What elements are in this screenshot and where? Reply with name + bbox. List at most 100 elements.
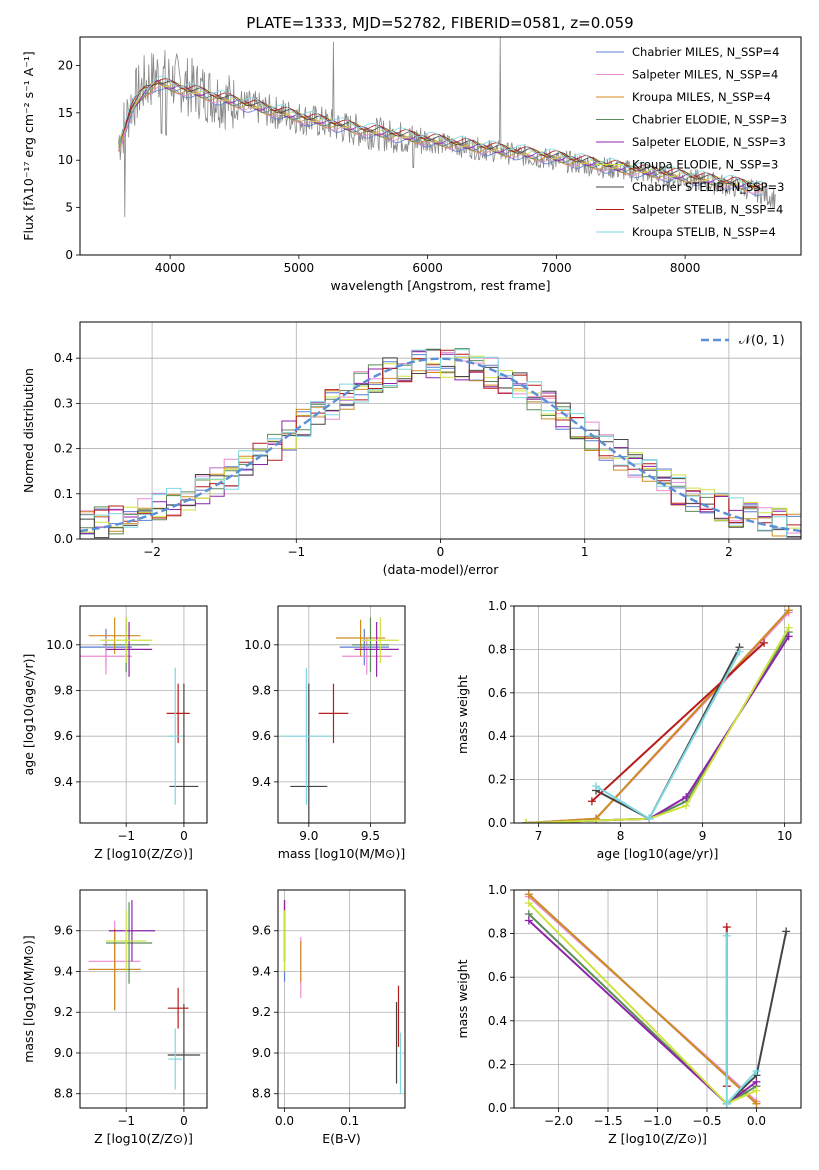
plus-marker — [592, 782, 600, 791]
x-tick-label: −1 — [117, 1114, 135, 1128]
legend-entry: 𝒩(0, 1) — [739, 332, 785, 347]
y-tick-label: 0.4 — [54, 351, 73, 365]
y-tick-label: 0.3 — [54, 396, 73, 410]
plus-marker — [722, 1099, 731, 1108]
y-tick-label: 0.2 — [488, 773, 507, 787]
x-tick-label: 2 — [725, 545, 733, 559]
legend-entry: Chabrier STELIB, N_SSP=3 — [632, 180, 784, 194]
plot-area-age-vs-mass — [278, 606, 405, 823]
x-tick-label: 0 — [180, 829, 188, 843]
x-tick-label: 9.0 — [299, 829, 318, 843]
y-axis-label: Flux [fλ10⁻¹⁷ erg cm⁻² s⁻¹ A⁻¹] — [21, 51, 36, 240]
x-tick-label: −1.0 — [643, 1114, 672, 1128]
x-axis-label: (data-model)/error — [383, 562, 500, 577]
plus-marker — [587, 797, 596, 806]
y-tick-label: 1.0 — [488, 883, 507, 897]
y-tick-label: 8.8 — [252, 1087, 271, 1101]
x-tick-label: 5000 — [284, 261, 315, 275]
plus-marker — [524, 890, 533, 899]
y-tick-label: 0.0 — [488, 1101, 507, 1115]
plot-area-mass-vs-Z — [80, 890, 207, 1108]
plot-area-massweight-vs-Z — [514, 890, 801, 1108]
y-axis-label: mass weight — [455, 675, 470, 754]
legend-entry: Chabrier ELODIE, N_SSP=3 — [632, 113, 787, 127]
x-axis-label: Z [log10(Z/Z⊙)] — [608, 1131, 707, 1146]
model-spectrum-line — [118, 75, 763, 185]
axes-frame — [513, 605, 802, 824]
plus-marker — [682, 792, 691, 801]
y-tick-label: 9.0 — [252, 1046, 271, 1060]
y-tick-label: 20 — [58, 58, 73, 72]
gaussian-reference-line — [80, 357, 801, 533]
plus-marker — [524, 899, 533, 908]
plus-marker — [784, 623, 793, 632]
y-tick-label: 10.0 — [244, 638, 271, 652]
plus-marker — [722, 923, 731, 932]
plus-marker — [645, 814, 654, 823]
axes-frame — [277, 605, 406, 824]
error-cross — [167, 987, 189, 1029]
axes-frame — [79, 605, 208, 824]
plot-area-spectrum — [118, 37, 776, 218]
panel-mass-vs-Z: −1 0 8.8 9.0 9.2 9.4 9.6 Z [log10(Z/Z⊙)] mass [l… — [21, 889, 208, 1146]
y-tick-label: 10 — [58, 153, 73, 167]
panel-residuals: −2 −1 0 1 2 0.0 0.1 0.2 0.3 0.4 (data-model)/error… — [21, 321, 802, 577]
plus-marker — [752, 1086, 761, 1095]
error-cross — [105, 902, 153, 984]
y-axis-label: mass [log10(M/M⊙)] — [21, 935, 36, 1063]
panel-spectrum: 4000 5000 6000 7000 8000 0 5 10 15 20 wavelength [… — [21, 36, 802, 293]
plot-area-massweight-vs-age — [514, 606, 801, 823]
x-axis-label: E(B-V) — [322, 1131, 361, 1146]
x-tick-label: −1 — [117, 829, 135, 843]
y-tick-label: 8.8 — [54, 1087, 73, 1101]
x-tick-label: 6000 — [412, 261, 443, 275]
panel-massweight-vs-Z: −2.0 −1.5 −1.0 −0.5 0.0 0.0 0.2 0.4 0.6 0.8 1.0 Z [… — [455, 883, 802, 1146]
x-tick-label: −1 — [287, 545, 305, 559]
y-tick-label: 0.4 — [488, 729, 507, 743]
plus-marker — [722, 931, 731, 940]
model-spectrum-line — [118, 82, 763, 192]
error-cross — [354, 621, 399, 677]
plus-marker — [735, 647, 744, 656]
y-tick-label: 9.2 — [252, 1005, 271, 1019]
y-tick-label: 0 — [65, 248, 73, 262]
legend-entry: Kroupa STELIB, N_SSP=4 — [632, 225, 776, 239]
axes-frame — [79, 889, 208, 1109]
x-tick-label: −2 — [143, 545, 161, 559]
plot-area-age-vs-Z — [80, 606, 207, 823]
legend-entry: Kroupa ELODIE, N_SSP=3 — [632, 158, 778, 172]
y-tick-label: 9.6 — [252, 924, 271, 938]
error-cross — [290, 683, 328, 823]
x-tick-label: 0.0 — [275, 1114, 294, 1128]
panel-age-vs-Z: −1 0 9.4 9.6 9.8 10.0 Z [log10(Z/Z⊙)] age [log1… — [21, 605, 208, 861]
axes-frame — [277, 889, 406, 1109]
plus-marker — [522, 819, 531, 823]
x-tick-label: −1.5 — [593, 1114, 622, 1128]
error-cross — [169, 683, 199, 823]
x-tick-label: 9 — [699, 829, 707, 843]
panel-mass-vs-EBV: 0.0 0.1 8.8 9.0 9.2 9.4 9.6 E(B-V) — [252, 889, 406, 1146]
y-tick-label: 0.4 — [488, 1014, 507, 1028]
figure-title: PLATE=1333, MJD=52782, FIBERID=0581, z=0… — [246, 14, 633, 32]
error-cross — [168, 667, 183, 805]
plot-area-mass-vs-EBV — [278, 890, 405, 1108]
error-cross — [361, 617, 399, 664]
model-spectrum-line — [118, 78, 763, 188]
x-tick-label: 7 — [535, 829, 543, 843]
y-tick-label: 9.0 — [54, 1046, 73, 1060]
x-axis-label: mass [log10(M/M⊙)] — [278, 846, 406, 861]
plus-marker — [524, 916, 533, 925]
x-tick-label: 0.0 — [747, 1114, 766, 1128]
mass-weight-line — [591, 642, 765, 803]
y-tick-label: 9.6 — [54, 729, 73, 743]
error-cross — [351, 617, 389, 673]
y-tick-label: 0.1 — [54, 487, 73, 501]
x-tick-label: 4000 — [155, 261, 186, 275]
y-axis-label: Normed distribution — [21, 368, 36, 493]
error-cross — [105, 621, 153, 677]
plus-marker — [760, 638, 769, 647]
x-tick-label: 8 — [617, 829, 625, 843]
y-tick-label: 9.4 — [252, 775, 271, 789]
error-cross — [342, 637, 392, 675]
